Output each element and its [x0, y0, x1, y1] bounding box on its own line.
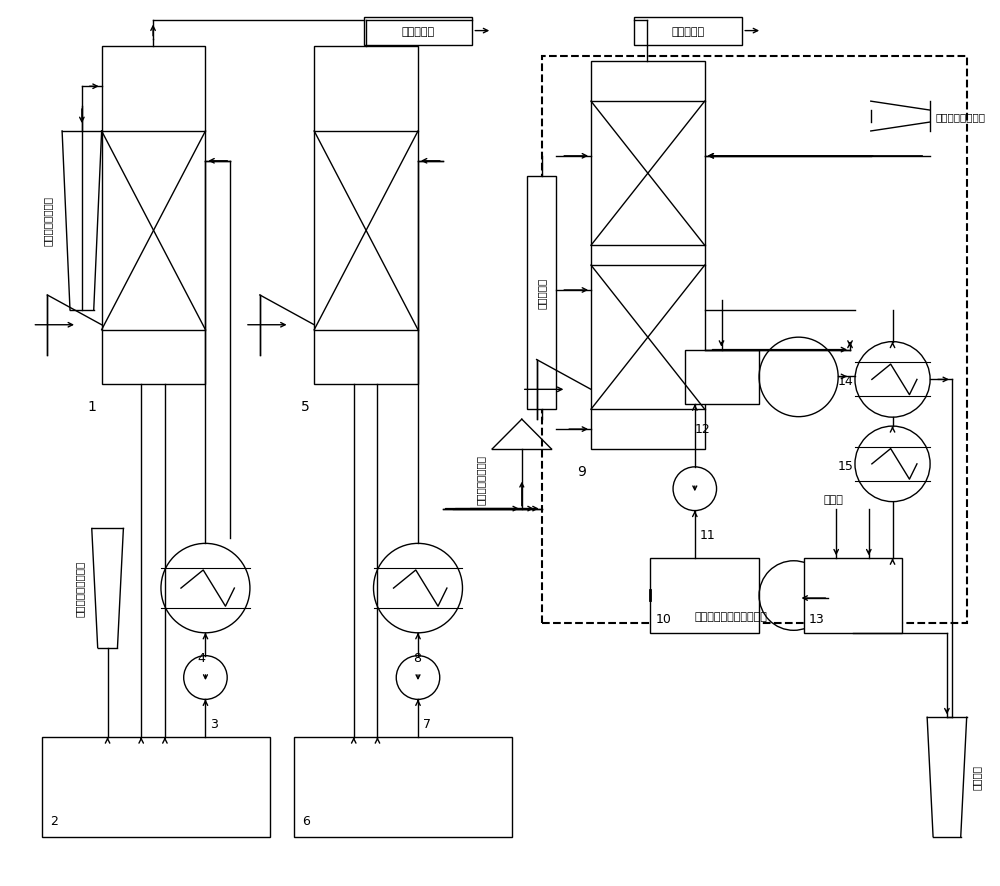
Text: 去一次转化: 去一次转化 [401, 27, 435, 36]
Text: 来自净化工段烟气: 来自净化工段烟气 [42, 196, 52, 246]
Text: 7: 7 [423, 718, 431, 730]
Text: 8: 8 [413, 651, 421, 664]
Bar [542, 58, 967, 623]
Bar [591, 62, 705, 449]
Text: 已设置的低温热回收系统: 已设置的低温热回收系统 [695, 611, 768, 621]
Text: 9: 9 [577, 464, 586, 478]
Bar [685, 350, 759, 405]
Text: 11: 11 [700, 529, 716, 542]
Text: 导入吸选系统的硫酸: 导入吸选系统的硫酸 [75, 560, 85, 617]
Bar [364, 18, 472, 45]
Bar [42, 737, 270, 836]
Text: 2: 2 [50, 813, 58, 827]
Text: 10: 10 [655, 612, 671, 626]
Bar [102, 48, 205, 385]
Bar [314, 48, 418, 385]
Bar [650, 559, 759, 633]
Text: 3: 3 [210, 718, 218, 730]
Text: 12: 12 [695, 423, 711, 436]
Text: 硫酸窨炉: 硫酸窨炉 [972, 765, 982, 789]
Text: 来自二吸塔循环酸: 来自二吸塔循环酸 [935, 112, 985, 122]
Bar [527, 176, 556, 409]
Text: 气化换冷器: 气化换冷器 [537, 277, 547, 308]
Text: 4: 4 [198, 651, 205, 664]
Text: 5: 5 [300, 400, 309, 414]
Bar [804, 559, 902, 633]
Text: 工艺水: 工艺水 [823, 494, 843, 504]
Bar [634, 18, 742, 45]
Text: 14: 14 [838, 375, 854, 388]
Text: 来自一次转化化气: 来自一次转化化气 [475, 455, 485, 504]
Text: 1: 1 [88, 400, 97, 414]
Text: 6: 6 [302, 813, 310, 827]
Text: 去二次转化: 去二次转化 [671, 27, 704, 36]
Text: 13: 13 [809, 612, 824, 626]
Text: 15: 15 [838, 459, 854, 472]
Bar [294, 737, 512, 836]
